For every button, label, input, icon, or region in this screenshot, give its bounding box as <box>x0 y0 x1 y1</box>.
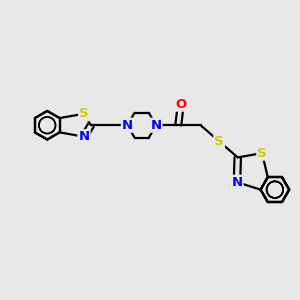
Text: N: N <box>231 176 242 189</box>
Text: O: O <box>175 98 186 111</box>
Text: N: N <box>122 119 133 132</box>
Text: N: N <box>78 130 89 143</box>
Text: S: S <box>79 107 89 120</box>
Text: S: S <box>257 147 267 160</box>
Text: N: N <box>150 119 162 132</box>
Text: S: S <box>214 135 224 148</box>
